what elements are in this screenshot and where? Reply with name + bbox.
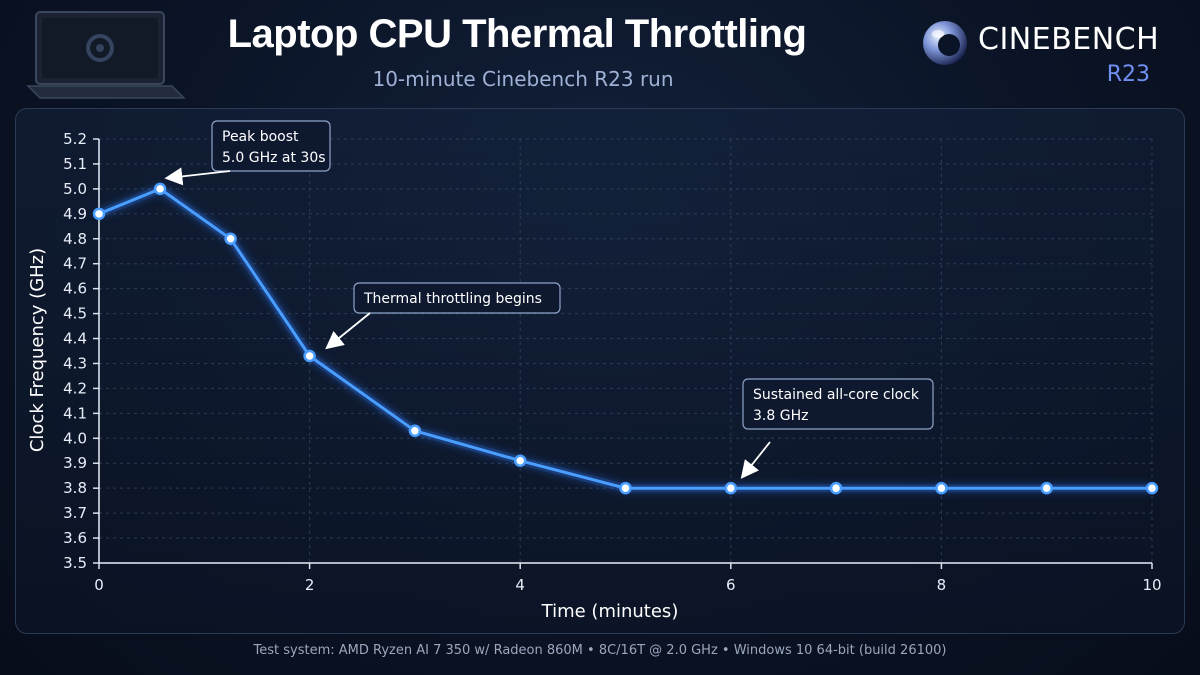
- data-point: [1040, 481, 1053, 495]
- x-tick-label: 6: [726, 576, 736, 594]
- data-point: [724, 481, 738, 495]
- y-tick-label: 3.9: [63, 454, 87, 472]
- cinebench-brand: CINEBENCH R23: [920, 18, 1180, 90]
- y-tick-label: 3.8: [63, 479, 87, 497]
- y-tick-label: 4.2: [63, 379, 87, 397]
- annotation-box: [211, 120, 331, 172]
- data-point: [92, 207, 106, 221]
- x-tick-label: 10: [1142, 576, 1161, 594]
- data-point: [513, 454, 527, 467]
- y-tick-label: 3.5: [63, 554, 87, 572]
- annotation-box: [742, 378, 934, 430]
- data-point: [224, 232, 237, 246]
- data-point: [303, 349, 316, 363]
- annotation-arrow: [740, 441, 771, 479]
- x-tick-label: 0: [94, 576, 104, 594]
- y-tick-label: 3.7: [63, 504, 87, 522]
- annotation-text: Peak boost: [222, 129, 299, 145]
- brand-name: CINEBENCH: [978, 22, 1160, 57]
- y-tick-label: 4.0: [63, 429, 87, 447]
- y-tick-label: 5.2: [63, 130, 87, 148]
- y-axis-title: Clock Frequency (GHz): [27, 248, 48, 452]
- y-tick-label: 4.7: [63, 255, 87, 273]
- brand-version: R23: [1106, 62, 1150, 87]
- annotation-box: [353, 282, 561, 314]
- x-tick-label: 8: [937, 576, 947, 594]
- x-tick-label: 4: [515, 576, 525, 594]
- annotation-arrow: [325, 312, 371, 350]
- y-tick-label: 4.8: [63, 230, 87, 248]
- y-tick-label: 4.5: [63, 305, 87, 323]
- annotation: Peak boost 5.0 GHz at 30s: [164, 120, 331, 186]
- data-point: [935, 481, 948, 495]
- data-point: [1145, 481, 1159, 495]
- y-tick-label: 5.1: [63, 155, 87, 173]
- x-tick-label: 2: [305, 576, 315, 594]
- laptop-icon: [26, 11, 186, 99]
- annotation-text: Sustained all-core clock: [753, 387, 920, 403]
- chart-panel: [15, 108, 1185, 634]
- y-tick-label: 4.1: [63, 404, 87, 422]
- series-line: [98, 187, 1152, 490]
- annotation: Sustained all-core clock 3.8 GHz: [740, 378, 934, 479]
- y-tick-label: 3.6: [63, 529, 87, 547]
- cinebench-sphere-icon: [923, 21, 967, 65]
- annotation-text: Thermal throttling begins: [363, 291, 542, 307]
- data-point: [153, 182, 167, 196]
- y-tick-label: 4.9: [63, 205, 87, 223]
- annotation: Thermal throttling begins: [325, 282, 561, 350]
- page-title: Laptop CPU Thermal Throttling: [227, 12, 807, 56]
- y-tick-label: 5.0: [63, 180, 87, 198]
- y-tick-label: 4.6: [63, 280, 87, 298]
- footer-note: Test system: AMD Ryzen AI 7 350 w/ Radeo…: [253, 643, 947, 658]
- x-axis-title: Time (minutes): [541, 601, 679, 622]
- data-point: [619, 481, 632, 495]
- annotation-arrow: [164, 167, 231, 186]
- data-point: [408, 424, 422, 438]
- annotation-text: 5.0 GHz at 30s: [222, 150, 326, 166]
- y-tick-label: 4.3: [63, 354, 87, 372]
- page-subtitle: 10-minute Cinebench R23 run: [372, 67, 674, 91]
- y-tick-label: 4.4: [63, 330, 87, 348]
- data-point: [829, 481, 843, 495]
- annotation-text: 3.8 GHz: [753, 408, 808, 424]
